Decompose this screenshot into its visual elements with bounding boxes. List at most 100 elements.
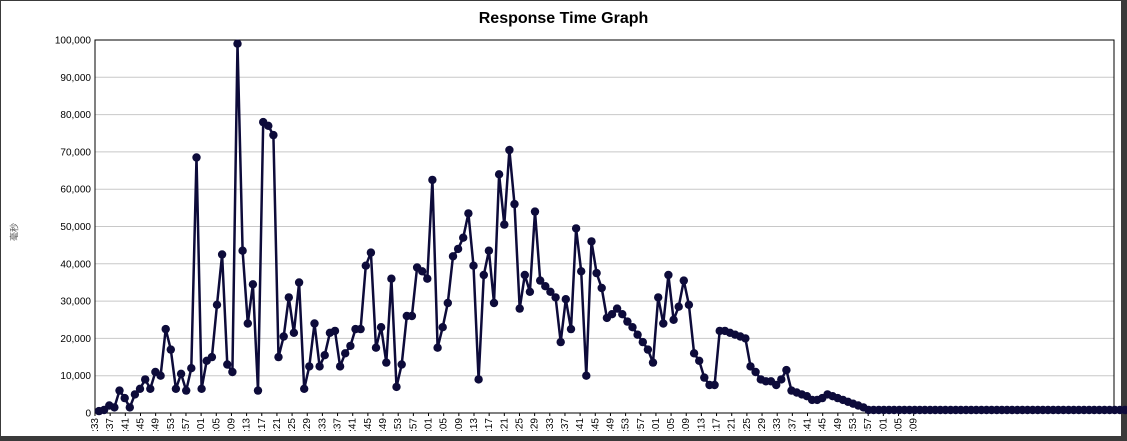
data-point [448,252,458,261]
x-tick-label: :57 [863,418,874,432]
data-point [443,298,452,308]
data-point [489,298,499,308]
data-point [233,39,242,48]
x-tick-label: :09 [454,418,465,432]
data-point [130,390,140,399]
data-point [479,270,488,280]
grid-lines [95,76,1114,377]
x-tick-label: :53 [848,418,859,432]
data-point [115,386,124,395]
y-tick-label: 20,000 [60,334,91,345]
data-point [315,362,324,371]
data-point [612,304,622,313]
data-point [628,323,637,332]
data-point [546,287,555,296]
data-point [376,323,386,332]
chart-title: Response Time Graph [478,10,649,27]
data-point [305,362,314,371]
plot-area [94,39,1115,414]
x-tick-label: :25 [287,418,298,432]
data-point [520,270,529,280]
data-point [212,300,222,309]
data-point [371,343,381,352]
x-tick-label: :49 [833,418,844,432]
data-point [464,209,473,218]
y-tick-label: 60,000 [60,185,91,196]
data-point [654,293,663,302]
data-point [110,403,119,412]
x-tick-label: :13 [696,418,707,432]
data-point [505,145,514,155]
x-tick-label: :25 [742,418,753,432]
x-tick-label: :05 [211,418,222,432]
y-tick-label: 50,000 [60,222,91,233]
data-point [561,295,570,304]
data-point [171,384,181,393]
x-tick-label: :05 [439,418,450,432]
data-point [536,276,545,285]
x-tick-label: :37 [560,418,571,432]
data-point [330,326,340,336]
data-point [341,349,350,358]
x-tick-label: :37 [333,418,344,432]
x-tick-label: :57 [408,418,419,432]
y-tick-label: 0 [85,409,91,420]
data-point [494,170,504,179]
data-point [453,244,463,254]
data-point [192,153,201,162]
data-point [223,360,232,369]
y-tick-label: 70,000 [60,147,91,158]
data-point [623,317,632,326]
x-tick-label: :29 [530,418,541,432]
data-point [279,332,288,341]
data-point [228,367,237,377]
data-point [541,282,550,291]
data-point [510,199,519,209]
x-tick-label: :25 [514,418,525,432]
data-point [166,345,175,354]
data-point [566,324,576,334]
data-point [125,403,134,412]
data-point [592,268,601,278]
data-point [382,358,391,367]
data-point [243,319,252,328]
data-point [664,270,673,280]
data-point [772,380,781,390]
data-point [248,280,258,289]
data-point [710,380,719,390]
data-point [294,278,304,287]
x-tick-label: :49 [378,418,389,432]
data-point [392,382,401,392]
x-tick-label: :13 [469,418,480,432]
data-point [587,237,596,246]
x-tick-label: :09 [909,418,920,432]
x-tick-label: :21 [272,418,283,432]
data-point [638,337,647,347]
x-tick-label: :45 [135,418,146,432]
x-tick-label: :53 [621,418,632,432]
data-point [551,293,560,302]
data-point [176,369,186,378]
data-point [669,315,678,324]
data-point [361,261,370,270]
x-tick-label: :01 [196,418,207,432]
data-point [695,356,704,365]
data-point [423,274,432,283]
x-tick-label: :45 [363,418,374,432]
x-tick-label: :41 [348,418,359,432]
data-point [1120,405,1127,415]
x-tick-label: :33 [545,418,556,432]
x-tick-label: :53 [393,418,404,432]
data-point [238,246,247,255]
x-tick-label: :05 [893,418,904,432]
data-point [217,250,227,259]
data-point [525,287,535,296]
data-point [407,311,417,321]
data-point [182,386,191,395]
x-tick-label: :57 [181,418,192,432]
data-point [741,334,750,343]
data-point [474,375,483,384]
data-point [751,367,760,377]
x-tick-label: :45 [590,418,601,432]
